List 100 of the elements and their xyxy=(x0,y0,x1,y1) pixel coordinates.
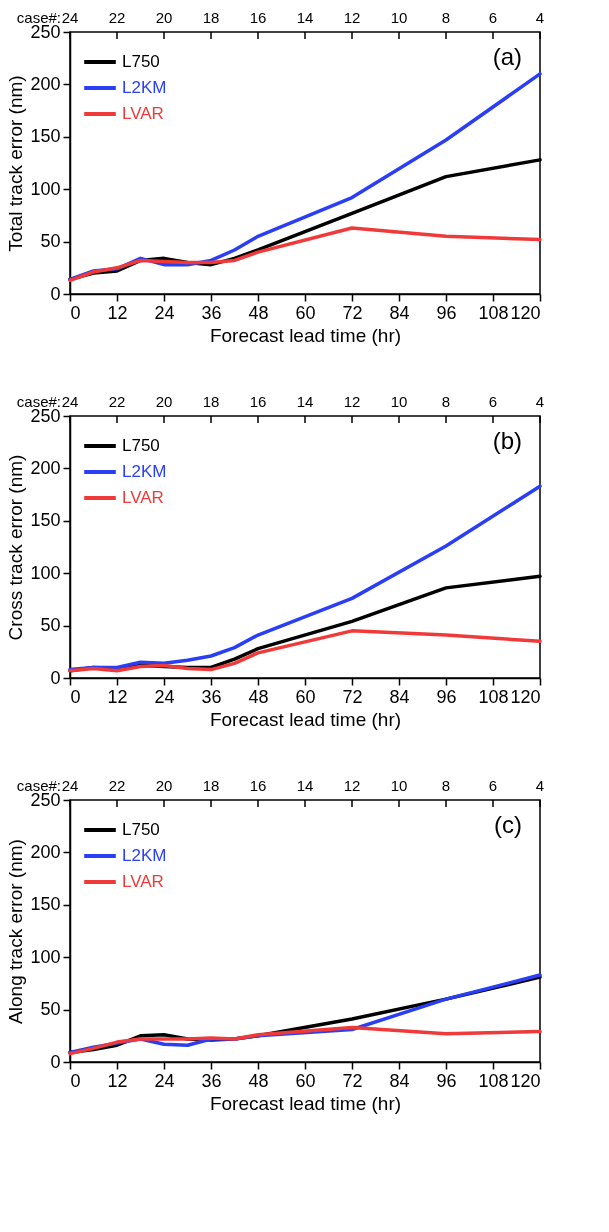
x-tick-label: 60 xyxy=(295,302,316,323)
x-tick-label: 72 xyxy=(342,302,363,323)
y-tick-label: 50 xyxy=(40,615,61,636)
y-tick-label: 50 xyxy=(40,231,61,252)
x-tick-label: 120 xyxy=(510,302,541,323)
x-tick-label: 60 xyxy=(295,1070,316,1091)
x2-tick-label: 18 xyxy=(202,393,220,410)
x2-tick-label: 18 xyxy=(202,777,220,794)
x-tick-label: 24 xyxy=(154,686,175,707)
legend-label: L750 xyxy=(122,820,160,839)
x2-tick-label: 20 xyxy=(155,9,173,26)
x-tick-label: 96 xyxy=(436,1070,457,1091)
legend-label: LVAR xyxy=(122,872,164,891)
x2-tick-label: 22 xyxy=(108,777,126,794)
x2-tick-label: 12 xyxy=(343,393,361,410)
legend-label: L750 xyxy=(122,436,160,455)
x2-tick-label: 16 xyxy=(249,777,267,794)
x-tick-label: 0 xyxy=(70,686,81,707)
x2-tick-label: 8 xyxy=(441,393,451,410)
x-tick-label: 120 xyxy=(510,1070,541,1091)
y-tick-label: 150 xyxy=(30,894,61,915)
annotation: (a) xyxy=(492,43,522,70)
x-tick-label: 48 xyxy=(248,686,269,707)
annotation: (b) xyxy=(492,427,522,454)
y-tick-label: 0 xyxy=(50,1051,61,1072)
x-axis-title: Forecast lead time (hr) xyxy=(209,324,402,346)
y-tick-label: 200 xyxy=(30,841,61,862)
x2-tick-label: 24 xyxy=(61,777,79,794)
y-tick-label: 0 xyxy=(50,667,61,688)
y-tick-label: 100 xyxy=(30,946,61,967)
x-tick-label: 60 xyxy=(295,686,316,707)
y-tick-label: 200 xyxy=(30,457,61,478)
x2-tick-label: 24 xyxy=(61,9,79,26)
x-tick-label: 36 xyxy=(201,302,222,323)
x2-axis-title: case#: xyxy=(16,393,61,410)
x-axis-title: Forecast lead time (hr) xyxy=(209,1092,402,1114)
x2-tick-label: 12 xyxy=(343,777,361,794)
x2-tick-label: 12 xyxy=(343,9,361,26)
x-tick-label: 0 xyxy=(70,1070,81,1091)
x-tick-label: 108 xyxy=(478,302,509,323)
x2-tick-label: 8 xyxy=(441,9,451,26)
x-tick-label: 24 xyxy=(154,302,175,323)
x2-tick-label: 8 xyxy=(441,777,451,794)
y-tick-label: 200 xyxy=(30,73,61,94)
legend-label: LVAR xyxy=(122,488,164,507)
y-tick-label: 150 xyxy=(30,510,61,531)
x2-tick-label: 6 xyxy=(488,393,498,410)
x2-tick-label: 18 xyxy=(202,9,220,26)
x-tick-label: 72 xyxy=(342,1070,363,1091)
x-tick-label: 96 xyxy=(436,302,457,323)
x-tick-label: 12 xyxy=(107,1070,128,1091)
x2-tick-label: 10 xyxy=(390,393,408,410)
y-tick-label: 50 xyxy=(40,999,61,1020)
x2-tick-label: 14 xyxy=(296,393,314,410)
y-axis-title: Total track error (nm) xyxy=(5,75,27,252)
x-tick-label: 48 xyxy=(248,302,269,323)
x2-tick-label: 20 xyxy=(155,777,173,794)
y-tick-label: 100 xyxy=(30,178,61,199)
x2-tick-label: 16 xyxy=(249,9,267,26)
x-tick-label: 108 xyxy=(478,686,509,707)
x2-tick-label: 6 xyxy=(488,9,498,26)
x-tick-label: 12 xyxy=(107,302,128,323)
x-tick-label: 72 xyxy=(342,686,363,707)
legend-label: LVAR xyxy=(122,104,164,123)
legend-label: L750 xyxy=(122,52,160,71)
x-tick-label: 120 xyxy=(510,686,541,707)
x2-tick-label: 10 xyxy=(390,9,408,26)
x2-axis-title: case#: xyxy=(16,9,61,26)
x-axis-title: Forecast lead time (hr) xyxy=(209,708,402,730)
x2-tick-label: 6 xyxy=(488,777,498,794)
x2-axis-title: case#: xyxy=(16,777,61,794)
legend-label: L2KM xyxy=(122,462,167,481)
x2-tick-label: 4 xyxy=(535,393,545,410)
x2-tick-label: 10 xyxy=(390,777,408,794)
x2-tick-label: 4 xyxy=(535,9,545,26)
x-tick-label: 48 xyxy=(248,1070,269,1091)
x-tick-label: 36 xyxy=(201,686,222,707)
x-tick-label: 24 xyxy=(154,1070,175,1091)
x2-tick-label: 24 xyxy=(61,393,79,410)
x-tick-label: 108 xyxy=(478,1070,509,1091)
x-tick-label: 36 xyxy=(201,1070,222,1091)
x2-tick-label: 22 xyxy=(108,393,126,410)
x2-tick-label: 20 xyxy=(155,393,173,410)
x2-tick-label: 14 xyxy=(296,777,314,794)
x-tick-label: 12 xyxy=(107,686,128,707)
x2-tick-label: 16 xyxy=(249,393,267,410)
x-tick-label: 96 xyxy=(436,686,457,707)
x-tick-label: 84 xyxy=(389,302,410,323)
y-tick-label: 100 xyxy=(30,562,61,583)
y-tick-label: 150 xyxy=(30,126,61,147)
x-tick-label: 84 xyxy=(389,1070,410,1091)
y-tick-label: 0 xyxy=(50,283,61,304)
legend-label: L2KM xyxy=(122,846,167,865)
x2-tick-label: 4 xyxy=(535,777,545,794)
x2-tick-label: 22 xyxy=(108,9,126,26)
legend-label: L2KM xyxy=(122,78,167,97)
x2-tick-label: 14 xyxy=(296,9,314,26)
y-axis-title: Cross track error (nm) xyxy=(5,454,27,641)
x-tick-label: 84 xyxy=(389,686,410,707)
annotation: (c) xyxy=(494,811,522,838)
